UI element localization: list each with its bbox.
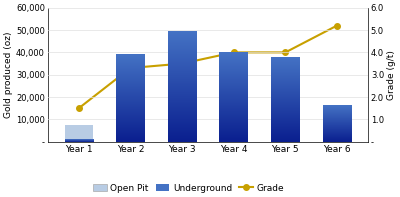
Y-axis label: Gold produced (oz): Gold produced (oz) bbox=[4, 32, 13, 118]
Bar bbox=[64, 125, 93, 142]
Y-axis label: Grade (g/t): Grade (g/t) bbox=[387, 50, 396, 100]
Legend: Open Pit, Underground, Grade: Open Pit, Underground, Grade bbox=[90, 180, 288, 196]
